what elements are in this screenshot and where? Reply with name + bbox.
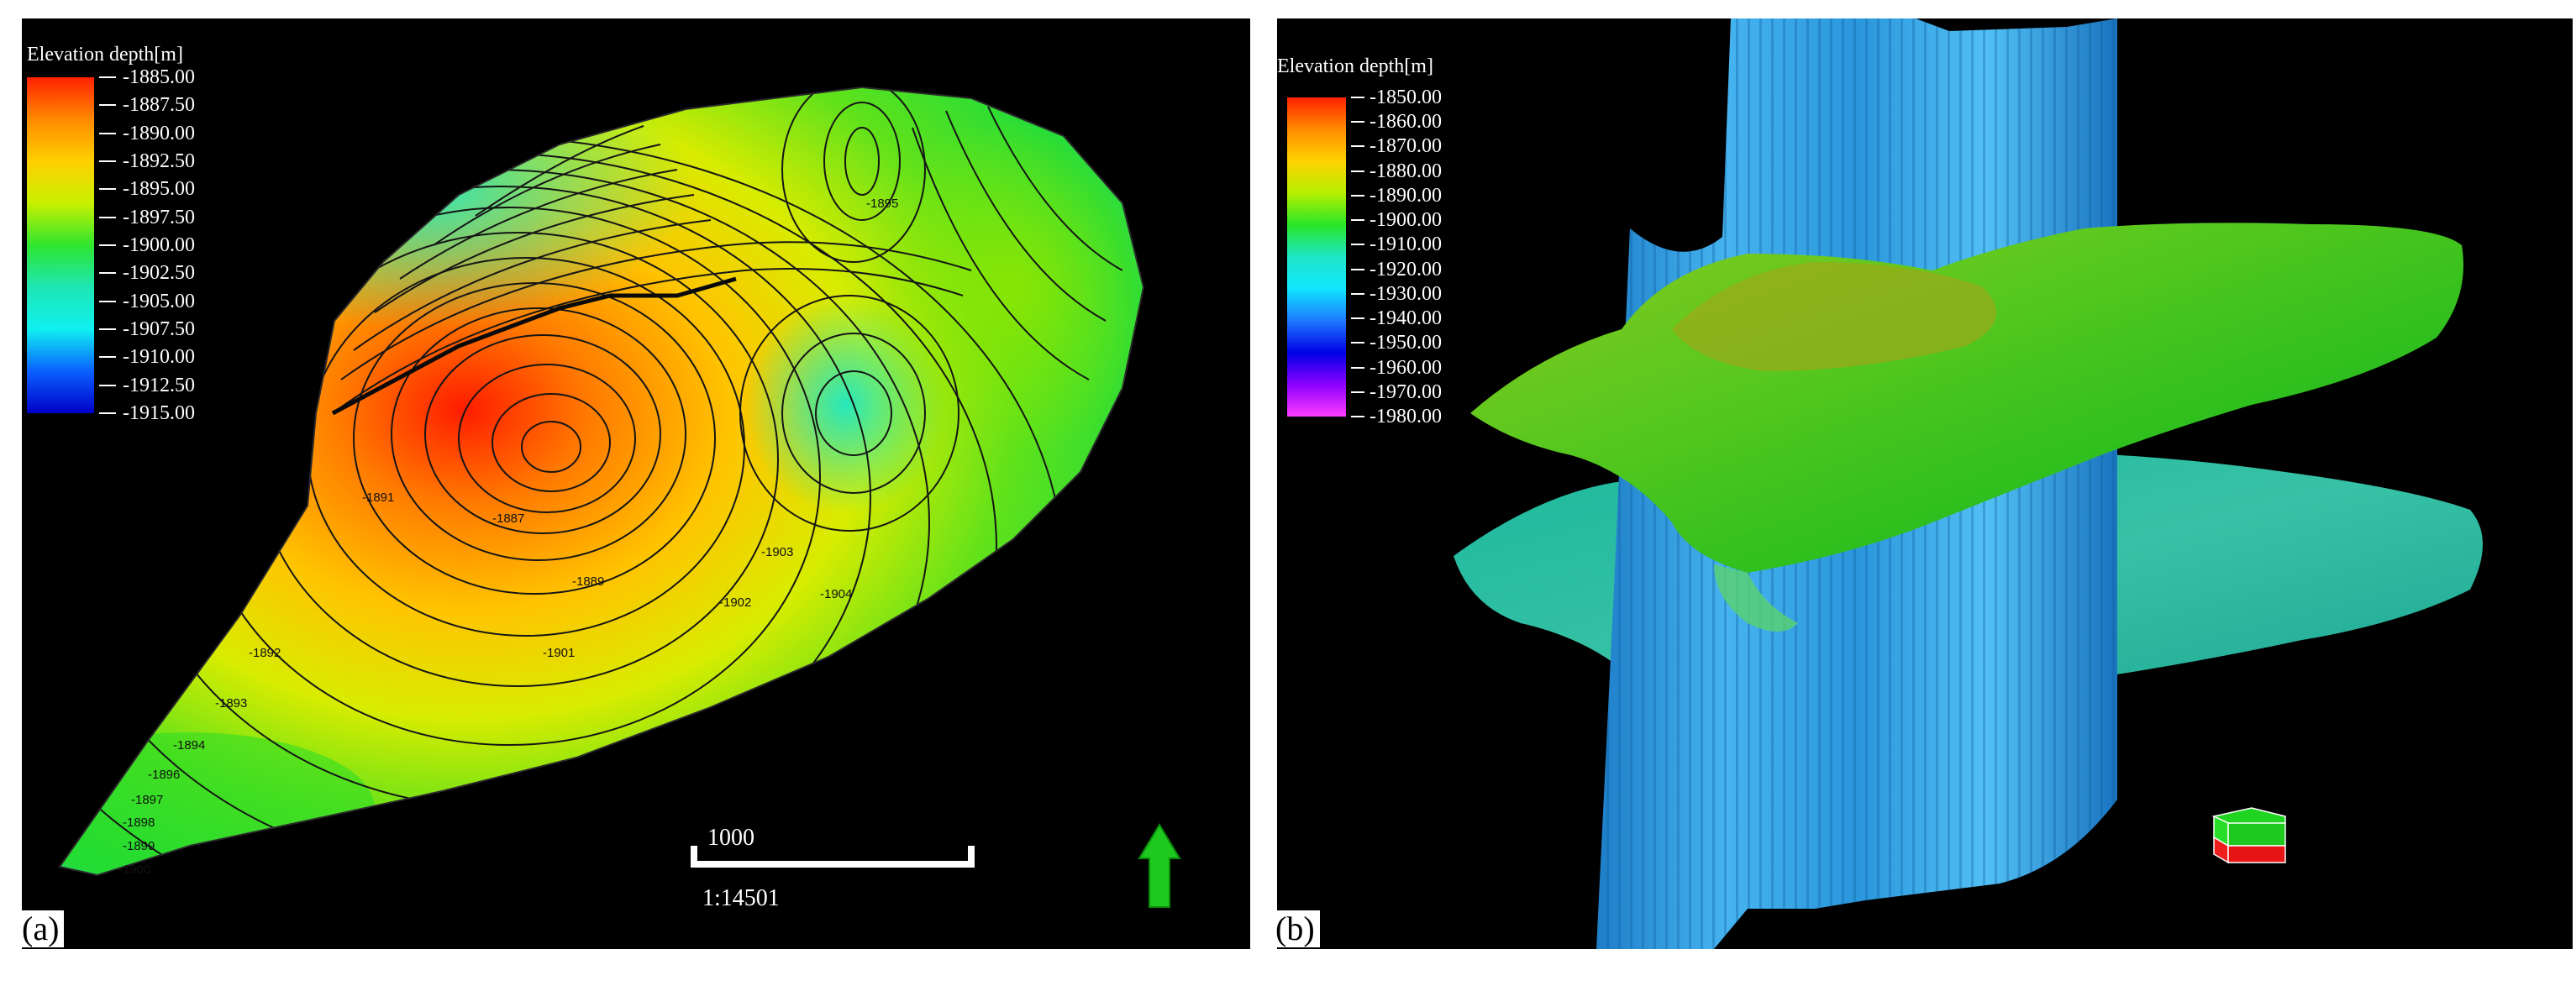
contour-label: -1893 <box>215 696 247 711</box>
panel-a-contour-map: -1887 -1889 -1891 -1892 -1893 -1894 -189… <box>22 18 1250 949</box>
contour-label: -1901 <box>543 646 575 660</box>
panel-a-label: (a) <box>17 910 65 947</box>
legend-tick-mark <box>99 356 116 359</box>
legend-tick-mark <box>1351 97 1364 98</box>
contour-label: -1894 <box>173 738 205 753</box>
legend-tick-label: -1900.00 <box>123 234 195 256</box>
legend-tick-mark <box>99 412 116 414</box>
contour-label: -1899 <box>123 839 155 853</box>
legend-tick-label: -1887.50 <box>123 94 195 117</box>
panel-b-3d-view: Elevation depth[m] -1850.00 -1860.00 -1870… <box>1277 18 2573 949</box>
legend-tick-mark <box>1351 170 1364 172</box>
legend-tick-label: -1980.00 <box>1369 406 1442 427</box>
legend-tick-label: -1907.50 <box>123 318 195 340</box>
legend-tick-label: -1897.50 <box>123 206 195 228</box>
legend-tick-label: -1895.00 <box>123 178 195 201</box>
legend-tick-mark <box>99 76 116 78</box>
contour-label-group: -1887 -1889 -1891 -1892 -1893 -1894 -189… <box>118 197 898 877</box>
legend-tick-label: -1905.00 <box>123 290 195 312</box>
contour-label: -1892 <box>249 646 281 660</box>
contour-label: -1896 <box>148 768 180 782</box>
legend-tick-label: -1880.00 <box>1369 160 1442 182</box>
legend-tick-mark <box>1351 416 1364 417</box>
legend-tick-label: -1910.00 <box>123 346 195 369</box>
legend-tick-label: -1920.00 <box>1369 258 1442 281</box>
contour-label: -1889 <box>572 574 604 589</box>
legend-title: Elevation depth[m] <box>1277 55 1433 77</box>
legend-tick-label: -1885.00 <box>123 66 195 88</box>
legend-tick-label: -1850.00 <box>1369 87 1442 108</box>
legend-tick-label: -1930.00 <box>1369 282 1442 305</box>
legend-tick-mark <box>99 216 116 218</box>
legend-tick-mark <box>99 104 116 107</box>
fault-line <box>331 276 737 416</box>
legend-tick-mark <box>99 300 116 302</box>
legend-tick-mark <box>1351 391 1364 393</box>
legend-tick-label: -1902.50 <box>123 262 195 285</box>
legend-tick-label: -1915.00 <box>123 402 195 424</box>
legend-tick-mark <box>99 160 116 162</box>
legend-tick-label: -1912.50 <box>123 374 195 396</box>
legend-tick-mark <box>99 328 116 330</box>
legend-tick-mark <box>99 384 116 386</box>
legend-tick-label: -1860.00 <box>1369 111 1442 134</box>
legend-tick-label: -1950.00 <box>1369 332 1442 354</box>
legend-tick-mark <box>1351 342 1364 344</box>
legend-tick-mark <box>99 132 116 134</box>
north-arrow-icon <box>1138 823 1181 908</box>
contour-label: -1897 <box>131 793 163 807</box>
contour-label: -1895 <box>866 197 898 211</box>
colorbar <box>1287 97 1346 417</box>
contour-label: -1898 <box>123 816 155 830</box>
contour-label: -1904 <box>820 587 852 601</box>
legend-tick-mark <box>1351 145 1364 148</box>
contour-label: -1900 <box>118 863 150 877</box>
contour-map-svg: -1887 -1889 -1891 -1892 -1893 -1894 -189… <box>58 86 1181 908</box>
legend-tick-label: -1890.00 <box>1369 184 1442 207</box>
legend-tick-label: -1910.00 <box>1369 233 1442 256</box>
legend-tick-mark <box>99 272 116 275</box>
legend-tick-label: -1970.00 <box>1369 380 1442 403</box>
legend-tick-mark <box>1351 366 1364 369</box>
colorbar <box>27 77 94 413</box>
surface-region <box>60 87 1143 875</box>
contour-label: -1887 <box>492 511 524 526</box>
legend-tick-mark <box>1351 268 1364 270</box>
legend-tick-mark <box>1351 244 1364 246</box>
legend-tick-label: -1960.00 <box>1369 356 1442 379</box>
contour-label: -1903 <box>761 545 793 559</box>
scale-ratio: 1:14501 <box>702 885 780 911</box>
legend-tick-mark <box>1351 219 1364 222</box>
legend-tick-label: -1870.00 <box>1369 135 1442 158</box>
legend-title: Elevation depth[m] <box>27 44 183 66</box>
scale-bar-value: 1000 <box>707 825 754 851</box>
legend-tick-label: -1940.00 <box>1369 307 1442 330</box>
legend-tick-mark <box>1351 194 1364 197</box>
contour-label: -1902 <box>719 595 751 610</box>
contour-label: -1891 <box>362 490 394 505</box>
legend-tick-mark <box>1351 292 1364 295</box>
panel-b-label: (b) <box>1270 910 1320 947</box>
scale-bar <box>691 846 975 868</box>
legend-tick-label: -1892.50 <box>123 150 195 172</box>
legend-tick-mark <box>99 188 116 191</box>
top-horizon <box>1470 223 2463 632</box>
legend-tick-mark <box>1351 121 1364 123</box>
orientation-cube-icon <box>2211 807 2286 864</box>
legend-tick-label: -1900.00 <box>1369 209 1442 232</box>
legend-tick-mark <box>99 244 116 246</box>
legend-tick-mark <box>1351 317 1364 320</box>
map-boundary <box>58 86 1145 877</box>
3d-view-svg <box>1454 18 2483 949</box>
legend-tick-label: -1890.00 <box>123 122 195 144</box>
